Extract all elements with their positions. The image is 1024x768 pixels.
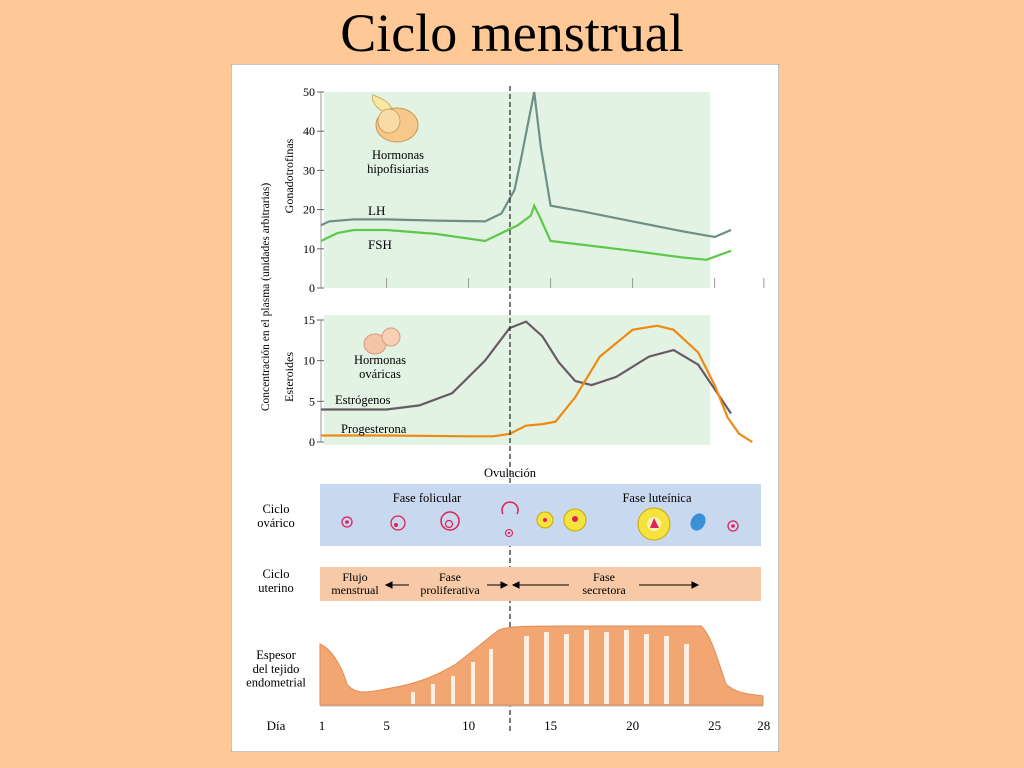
day-axis-label: Día: [267, 718, 286, 733]
phase-arrows: [384, 581, 700, 589]
y-tick-label: 15: [303, 313, 315, 327]
y-tick-label: 0: [309, 435, 315, 449]
progesterone-label: Progesterona: [341, 422, 407, 436]
menstrual-flow-label: Flujo menstrual: [331, 570, 379, 597]
follicle-icon: [341, 516, 353, 528]
uterine-cycle-label: Ciclo uterino: [258, 567, 293, 595]
y-tick-label: 40: [303, 124, 315, 138]
endometrial-glands: [411, 630, 689, 704]
day-tick-label: 5: [383, 718, 390, 733]
endometrium-label: Espesor del tejido endometrial: [246, 648, 306, 690]
gonadotropin-y-ticks: 0 10 20 30 40 50: [303, 85, 324, 295]
day-axis-ticks: 1510152025285: [319, 718, 771, 733]
progesterone-curve: [321, 324, 753, 443]
ovaries-icon: [363, 327, 401, 355]
follicle-icon: [727, 520, 739, 532]
uterine-cycle-band: [320, 567, 761, 601]
endometrium-profile: [319, 625, 764, 706]
follicle-icon: [390, 515, 406, 531]
y-tick-label: 0: [309, 281, 315, 295]
day-tick-label: 1: [319, 718, 326, 733]
day-tick-label: 20: [626, 718, 639, 733]
slide-title: Ciclo menstrual: [340, 3, 684, 63]
secretory-phase-label: Fase secretora: [582, 570, 626, 597]
corpus-albicans-icon: [690, 513, 706, 531]
y-tick-label: 30: [303, 163, 315, 177]
corpus-luteum-icon: [536, 511, 554, 529]
luteal-phase-label: Fase luteínica: [622, 491, 692, 505]
gonadotropin-y-axis-label: Gonadotrofinas: [282, 138, 296, 213]
corpus-luteum-icon: [637, 507, 671, 541]
pituitary-label: Hormonas hipofisiarias: [367, 148, 429, 176]
day-tick-label: 25: [708, 718, 721, 733]
gonadotropin-x-ticks: [386, 278, 765, 288]
lh-label: LH: [368, 203, 385, 218]
steroid-y-axis-label: Esteroides: [282, 352, 296, 402]
day-tick-label: 28: [757, 718, 770, 733]
y-tick-label: 10: [303, 242, 315, 256]
ruptured-follicle-icon: [501, 501, 519, 538]
estrogen-curve: [321, 320, 732, 415]
fsh-curve: [320, 202, 732, 261]
pituitary-gland-icon: [371, 94, 419, 143]
fsh-label: FSH: [368, 237, 392, 252]
day-tick-label: 10: [462, 718, 475, 733]
ovulation-label: Ovulación: [484, 466, 537, 480]
day-tick-label: 15: [544, 718, 557, 733]
estrogen-label: Estrógenos: [335, 393, 391, 407]
lh-curve: [320, 91, 732, 239]
y-tick-label: 5: [309, 394, 315, 408]
ovarian-hormones-label: Hormonas ováricas: [354, 353, 406, 381]
y-tick-label: 50: [303, 85, 315, 99]
y-tick-label: 20: [303, 203, 315, 217]
corpus-luteum-icon: [563, 508, 587, 532]
y-tick-label: 10: [303, 354, 315, 368]
shared-y-axis-label: Concentración en el plasma (unidades arb…: [260, 183, 272, 411]
proliferative-phase-label: Fase proliferativa: [420, 570, 480, 597]
follicular-phase-label: Fase folicular: [393, 491, 462, 505]
ovarian-cycle-label: Ciclo ovárico: [257, 502, 294, 530]
steroid-y-ticks: 0 5 10 15: [303, 313, 324, 449]
follicle-icon: [440, 511, 460, 531]
